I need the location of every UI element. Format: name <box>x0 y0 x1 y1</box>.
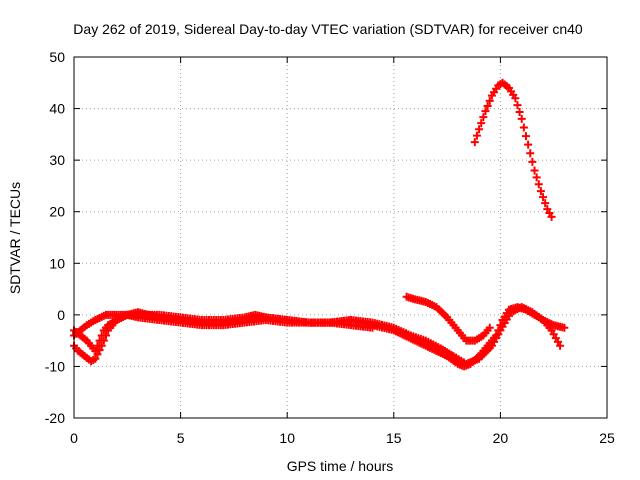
data-point <box>368 323 377 332</box>
grid-lines <box>74 57 607 418</box>
data-point <box>556 341 565 350</box>
data-point <box>521 132 530 141</box>
y-tick-label: -10 <box>45 358 65 374</box>
data-point <box>519 123 528 132</box>
data-point <box>513 101 522 110</box>
data-point <box>472 131 481 140</box>
chart-title: Day 262 of 2019, Sidereal Day-to-day VTE… <box>73 21 583 37</box>
series-track-d <box>402 292 494 345</box>
data-point <box>475 125 484 134</box>
data-point <box>97 341 106 350</box>
x-tick-label: 25 <box>599 430 615 446</box>
data-point <box>101 331 110 340</box>
data-point <box>99 336 108 345</box>
data-point <box>524 140 533 149</box>
data-point <box>481 107 490 116</box>
data-point <box>530 166 539 175</box>
data-point <box>534 180 543 189</box>
y-axis-label: SDTVAR / TECUs <box>7 182 23 294</box>
data-point <box>541 199 550 208</box>
data-points <box>70 78 569 371</box>
x-tick-label: 5 <box>177 430 185 446</box>
x-tick-label: 15 <box>386 430 402 446</box>
y-tick-label: 30 <box>49 152 65 168</box>
data-point <box>526 149 535 158</box>
series-track-e <box>470 78 556 221</box>
data-point <box>515 108 524 117</box>
y-tick-label: 40 <box>49 101 65 117</box>
y-tick-label: 0 <box>57 307 65 323</box>
x-axis-label: GPS time / hours <box>287 458 394 474</box>
x-tick-label: 10 <box>279 430 295 446</box>
data-point <box>511 94 520 103</box>
data-point <box>93 350 102 359</box>
data-point <box>479 113 488 122</box>
data-point <box>483 101 492 110</box>
y-tick-label: 10 <box>49 255 65 271</box>
data-point <box>91 354 100 363</box>
axis-ticks: 0 5 10 15 20 25 -20 -10 0 10 20 30 40 50 <box>45 49 615 446</box>
series-track-c <box>70 310 377 340</box>
data-point <box>539 193 548 202</box>
data-point <box>485 323 494 332</box>
y-tick-label: 20 <box>49 204 65 220</box>
data-point <box>560 323 569 332</box>
data-point <box>547 212 556 221</box>
y-tick-label: -20 <box>45 410 65 426</box>
data-point <box>532 173 541 182</box>
data-point <box>517 114 526 123</box>
data-point <box>528 157 537 166</box>
x-tick-label: 0 <box>70 430 78 446</box>
data-point <box>95 346 104 355</box>
data-point <box>485 96 494 105</box>
x-tick-label: 20 <box>493 430 509 446</box>
plot-frame <box>73 56 608 419</box>
data-point <box>536 187 545 196</box>
y-tick-label: 50 <box>49 49 65 65</box>
data-point <box>470 138 479 147</box>
data-point <box>477 119 486 128</box>
